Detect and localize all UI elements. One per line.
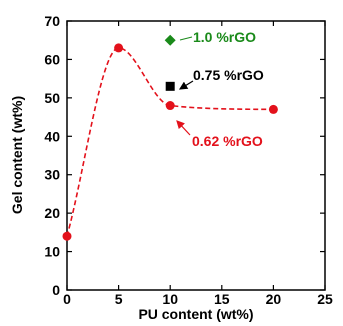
x-tick-label: 15 xyxy=(214,291,230,307)
point-series-2 xyxy=(164,34,176,46)
arrow-1-0-rgo xyxy=(179,36,193,41)
label-0-75-rgo: 0.75 %rGO xyxy=(193,67,264,83)
x-tick-label: 25 xyxy=(317,291,333,307)
data-points xyxy=(62,34,278,241)
y-axis-label: Gel content (wt%) xyxy=(9,96,25,214)
y-tick-label: 40 xyxy=(44,128,60,144)
x-axis-label: PU content (wt%) xyxy=(138,306,253,322)
point-series-0 xyxy=(165,101,175,111)
label-0-62-rgo: 0.62 %rGO xyxy=(192,133,263,149)
y-tick-label: 70 xyxy=(44,13,60,29)
arrow-0-62-rgo xyxy=(176,120,191,136)
point-series-0 xyxy=(62,231,72,241)
y-tick-label: 20 xyxy=(44,205,60,221)
axis-tick-labels: 0 5 10 15 20 25 0 10 20 30 40 50 60 70 xyxy=(44,13,333,307)
axis-ticks xyxy=(66,20,326,291)
label-1-0-rgo: 1.0 %rGO xyxy=(193,29,256,45)
y-tick-label: 50 xyxy=(44,90,60,106)
point-series-0 xyxy=(268,104,278,114)
y-tick-label: 0 xyxy=(52,282,60,298)
plot-frame xyxy=(66,20,326,291)
point-series-0 xyxy=(114,43,124,53)
arrow-0-75-rgo xyxy=(178,80,194,90)
series-062-dashed-curve xyxy=(66,47,274,237)
y-tick-label: 10 xyxy=(44,244,60,260)
y-tick-label: 30 xyxy=(44,167,60,183)
x-tick-label: 0 xyxy=(63,291,71,307)
x-tick-label: 20 xyxy=(266,291,282,307)
x-tick-label: 5 xyxy=(115,291,123,307)
x-tick-label: 10 xyxy=(162,291,178,307)
y-tick-label: 60 xyxy=(44,51,60,67)
point-series-1 xyxy=(165,81,175,91)
